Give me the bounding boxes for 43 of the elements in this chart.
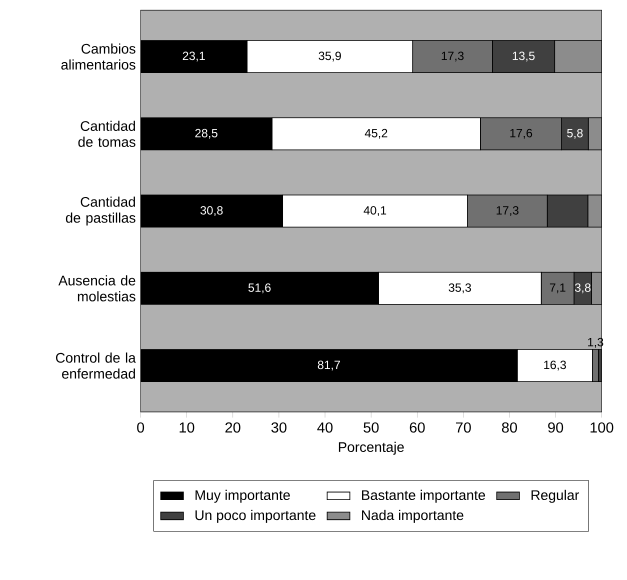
x-tick-label: 90	[548, 422, 564, 433]
legend-label: Un poco importante	[196, 510, 316, 523]
legend-label: Regular	[532, 490, 580, 503]
data-label: 13,5	[512, 52, 535, 62]
data-label: 17,6	[510, 128, 532, 139]
x-tick-label: 10	[180, 422, 194, 433]
y-tick-label: Cantidad de pastillas	[66, 196, 136, 226]
data-label: 7,1	[550, 283, 566, 294]
bar	[591, 272, 602, 305]
data-label: 28,5	[195, 128, 218, 139]
data-label: 23,1	[182, 52, 205, 62]
x-tick-label: 100	[590, 422, 614, 433]
data-label: 17,3	[442, 52, 464, 62]
x-tick-label: 60	[410, 422, 425, 433]
data-label: 81,7	[318, 360, 340, 370]
data-label: 40,1	[364, 206, 386, 216]
bar	[588, 117, 602, 150]
x-tick-label: 70	[456, 422, 471, 433]
bar	[587, 194, 602, 228]
data-label: 45,2	[364, 128, 388, 139]
x-tick-label: 50	[364, 422, 379, 433]
data-label: 35,9	[318, 52, 341, 62]
x-tick-label: 20	[225, 422, 240, 433]
x-tick-label: 30	[271, 422, 286, 433]
bar	[554, 40, 602, 73]
y-tick-label: Ausencia de molestias	[58, 275, 136, 302]
data-label: 5,8	[567, 128, 583, 139]
data-label: 51,6	[248, 283, 271, 294]
legend-label: Bastante importante	[362, 490, 486, 503]
legend-label: Nada importante	[362, 510, 464, 523]
data-label: 35,3	[448, 283, 472, 294]
y-tick-label: Cantidad de tomas	[78, 120, 136, 147]
x-tick-label: 0	[137, 422, 144, 433]
x-tick-label: 40	[317, 422, 333, 433]
data-label: 30,8	[200, 206, 223, 216]
x-tick-label: 80	[502, 422, 517, 433]
y-tick-label: Cambios alimentarios	[61, 43, 136, 70]
data-label: 3,8	[574, 283, 591, 294]
data-label: 16,3	[544, 360, 566, 370]
data-label: 17,3	[496, 206, 518, 216]
x-axis-title: Porcentaje	[338, 442, 404, 455]
y-tick-label: Control de la enfermedad	[56, 352, 136, 379]
legend-label: Muy importante	[196, 490, 290, 503]
